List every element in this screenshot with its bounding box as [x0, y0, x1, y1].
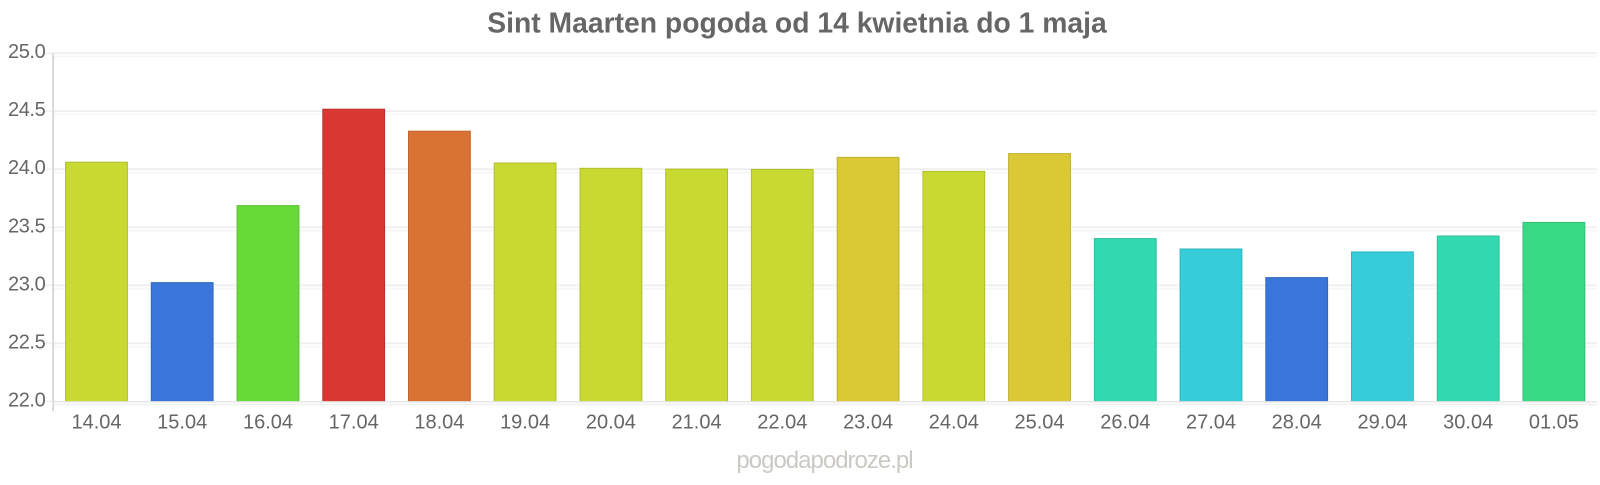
svg-text:22.5: 22.5: [8, 331, 46, 353]
svg-text:26.04: 26.04: [1100, 412, 1150, 434]
svg-text:17.04: 17.04: [329, 412, 379, 434]
svg-text:15.04: 15.04: [157, 412, 207, 434]
svg-text:pogodapodroze.pl: pogodapodroze.pl: [736, 447, 912, 474]
svg-text:24.04: 24.04: [929, 412, 979, 434]
svg-text:Sint Maarten pogoda od 14 kwie: Sint Maarten pogoda od 14 kwietnia do 1 …: [487, 7, 1107, 39]
svg-text:24.0: 24.0: [8, 157, 46, 179]
svg-text:18.04: 18.04: [414, 412, 464, 434]
svg-text:23.0: 23.0: [8, 273, 46, 295]
svg-text:23.04: 23.04: [843, 412, 893, 434]
svg-text:23.5: 23.5: [8, 215, 46, 237]
svg-text:27.04: 27.04: [1186, 412, 1236, 434]
svg-text:14.04: 14.04: [71, 412, 121, 434]
svg-text:29.04: 29.04: [1357, 412, 1407, 434]
svg-text:01.05: 01.05: [1529, 412, 1579, 434]
svg-text:25.0: 25.0: [8, 41, 46, 63]
svg-text:28.04: 28.04: [1272, 412, 1322, 434]
svg-text:24.5: 24.5: [8, 99, 46, 121]
svg-text:19.04: 19.04: [500, 412, 550, 434]
svg-text:21.04: 21.04: [672, 412, 722, 434]
svg-text:22.0: 22.0: [8, 389, 46, 411]
svg-text:16.04: 16.04: [243, 412, 293, 434]
svg-text:20.04: 20.04: [586, 412, 636, 434]
svg-text:25.04: 25.04: [1014, 412, 1064, 434]
svg-text:22.04: 22.04: [757, 412, 807, 434]
svg-text:30.04: 30.04: [1443, 412, 1493, 434]
